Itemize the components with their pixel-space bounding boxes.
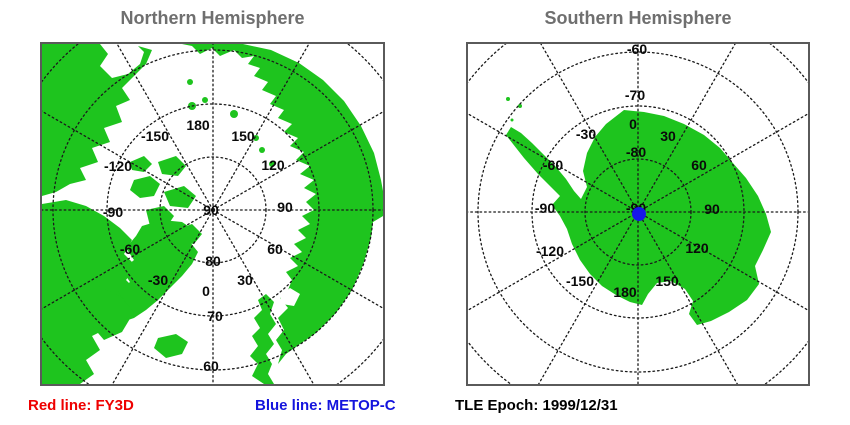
latitude-circle bbox=[584, 158, 692, 266]
geo-label: 0 bbox=[629, 116, 637, 132]
tle-epoch-text: TLE Epoch: 1999/12/31 bbox=[455, 397, 618, 414]
graticule bbox=[468, 44, 808, 384]
north-map-title: Northern Hemisphere bbox=[120, 8, 305, 28]
geo-label: 60 bbox=[691, 157, 707, 173]
geo-label: 80 bbox=[205, 253, 221, 269]
geo-label: -150 bbox=[141, 128, 169, 144]
meridian-line bbox=[637, 211, 808, 311]
geo-label: 70 bbox=[207, 308, 223, 324]
land-iceland bbox=[154, 334, 188, 358]
geo-labels: -60-70-80-90030-3060-6090-90120-120150-1… bbox=[535, 44, 720, 300]
latitude-circle bbox=[159, 156, 267, 264]
geo-label: -90 bbox=[103, 204, 123, 220]
south-map-title: Southern Hemisphere bbox=[544, 8, 732, 28]
land-eurasia bbox=[182, 44, 383, 364]
meridian-line bbox=[111, 209, 214, 384]
latitude-circle bbox=[477, 51, 799, 373]
latitude-circle bbox=[52, 49, 374, 371]
geo-label: 150 bbox=[231, 128, 255, 144]
meridian-line bbox=[212, 209, 383, 309]
geo-label: -90 bbox=[535, 200, 555, 216]
land-arctic-archipelago bbox=[130, 156, 202, 244]
land-baffin bbox=[88, 286, 134, 340]
meridian-line bbox=[468, 211, 639, 311]
geo-label: 90 bbox=[203, 202, 219, 218]
legend-blue-line-metop-c: Blue line: METOP-C bbox=[255, 397, 396, 414]
geo-label: -120 bbox=[104, 158, 132, 174]
geo-label: 180 bbox=[186, 117, 210, 133]
legend-red-line-fy3d: Red line: FY3D bbox=[28, 397, 134, 414]
geo-label: 30 bbox=[237, 272, 253, 288]
meridian-line bbox=[637, 44, 736, 213]
geo-label: -80 bbox=[626, 144, 646, 160]
south-hemisphere-map: -60-70-80-90030-3060-6090-90120-120150-1… bbox=[466, 42, 810, 386]
geo-label: 120 bbox=[685, 240, 709, 256]
land-antarctic-islands bbox=[506, 97, 522, 122]
north-hemisphere-map: 90 80 70 60 180 -150 150 -120 120 -90 90 -60 60 -30 30… bbox=[40, 42, 385, 386]
meridian-line bbox=[116, 44, 214, 211]
geo-label: 60 bbox=[267, 241, 283, 257]
geo-label: -60 bbox=[120, 241, 140, 257]
land-north-america-alaska bbox=[42, 44, 152, 196]
geo-label: -70 bbox=[625, 87, 645, 103]
graticule bbox=[42, 44, 383, 384]
geo-label: 150 bbox=[655, 273, 679, 289]
meridian-line bbox=[537, 211, 639, 384]
geo-label: 180 bbox=[613, 284, 637, 300]
geo-label: 0 bbox=[202, 283, 210, 299]
geo-label: -60 bbox=[543, 157, 563, 173]
land-scandinavia bbox=[250, 294, 276, 384]
satellite-position-marker bbox=[632, 207, 646, 221]
land-canada bbox=[42, 200, 138, 384]
geo-label: 90 bbox=[277, 199, 293, 215]
geo-label: -120 bbox=[536, 243, 564, 259]
geo-label: -30 bbox=[576, 126, 596, 142]
geo-label: -60 bbox=[627, 44, 647, 57]
geo-label: -30 bbox=[148, 272, 168, 288]
geo-label: 30 bbox=[660, 128, 676, 144]
meridian-line bbox=[42, 110, 214, 211]
meridian-line bbox=[637, 211, 739, 384]
meridian-line bbox=[468, 113, 639, 213]
geo-label: -150 bbox=[566, 273, 594, 289]
geo-label: 90 bbox=[704, 201, 720, 217]
white-sea bbox=[280, 288, 300, 306]
geo-label: 60 bbox=[203, 358, 219, 374]
meridian-line bbox=[212, 111, 383, 211]
land-greenland bbox=[116, 220, 198, 322]
meridian-line bbox=[637, 113, 808, 213]
meridian-line bbox=[42, 209, 214, 310]
meridian-line bbox=[212, 209, 315, 384]
meridian-line bbox=[212, 44, 310, 211]
meridian-line bbox=[540, 44, 639, 213]
geo-label: 120 bbox=[261, 157, 285, 173]
north-land bbox=[42, 44, 383, 384]
geo-labels: 90 80 70 60 180 -150 150 -120 120 -90 90 -60 60 -30 30… bbox=[103, 117, 293, 374]
